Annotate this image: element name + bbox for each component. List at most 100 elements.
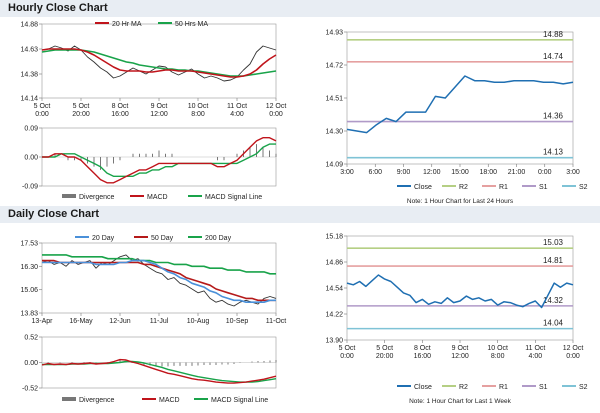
- daily-section-band: [0, 206, 600, 223]
- daily-price-xtick-label-1: 16-May: [69, 318, 93, 325]
- daily-price-frame: [41, 242, 277, 314]
- daily-pivot-xtick-label-3-b: 12:00: [451, 353, 469, 360]
- hourly-pivot-legend-label-0: Close: [414, 184, 432, 191]
- hourly-pivot-level-label-r1: 14.74: [543, 52, 564, 61]
- daily-pivot-xtick-label-6-a: 12 Oct: [563, 345, 584, 352]
- daily-price-ytick-label-2: 15.06: [20, 287, 38, 294]
- daily-pivot-xtick-label-4-b: 8:00: [491, 353, 505, 360]
- daily-macd-ytick-label-0: 0.52: [24, 335, 38, 342]
- daily-macd-legend-swatch-0: [62, 397, 76, 401]
- daily-price-xtick-label-0: 13-Apr: [31, 318, 53, 325]
- daily-price-xtick-label-2: 12-Jun: [109, 318, 131, 325]
- hourly-price-frame: [41, 23, 277, 99]
- hourly-pivot-legend-label-2: R1: [499, 184, 508, 191]
- hourly-price-ytick-label-0: 14.88: [20, 22, 38, 29]
- daily-price-ytick-label-1: 16.30: [20, 264, 38, 271]
- hourly-price-xtick-label-1-b: 20:00: [72, 111, 90, 118]
- daily-macd-legend-label-1: MACD: [159, 397, 180, 404]
- hourly-price-xtick-label-5-b: 4:00: [230, 111, 244, 118]
- hourly-section-band: [0, 0, 600, 17]
- daily-pivot-ytick-label-1: 14.86: [325, 260, 343, 267]
- hourly-price-xtick-label-2-a: 8 Oct: [112, 103, 129, 110]
- daily-price-xtick-label-4: 10-Aug: [187, 318, 210, 325]
- hourly-price-legend-label-1: 50 Hrs MA: [175, 21, 208, 28]
- hourly-price-ytick-label-3: 14.14: [20, 96, 38, 103]
- hourly-macd-line-macd: [42, 136, 277, 184]
- hourly-price-xtick-label-6-a: 12 Oct: [266, 103, 287, 110]
- daily-price-xtick-label-6: 11-Oct: [266, 318, 287, 325]
- hourly-macd-legend-label-0: Divergence: [79, 194, 115, 201]
- daily-price-ytick-label-3: 13.83: [20, 311, 38, 318]
- hourly-macd-legend-label-1: MACD: [147, 194, 168, 201]
- hourly-macd-legend-swatch-0: [62, 194, 76, 198]
- hourly-macd-ytick-label-0: 0.09: [24, 126, 38, 133]
- daily-pivot-legend-label-0: Close: [414, 384, 432, 391]
- hourly-pivot-legend-label-3: S1: [539, 184, 548, 191]
- hourly-pivot-frame: [346, 31, 574, 165]
- daily-pivot-xtick-label-1-b: 20:00: [376, 353, 394, 360]
- daily-pivot-legend-label-3: S1: [539, 384, 548, 391]
- daily-pivot-xtick-label-5-b: 4:00: [529, 353, 543, 360]
- hourly-pivot-line-close: [346, 75, 574, 134]
- hourly-pivot-note: Note: 1 Hour Chart for Last 24 Hours: [407, 198, 514, 205]
- hourly-price-xtick-label-5-a: 11 Oct: [227, 103, 247, 110]
- hourly-price-xtick-label-2-b: 16:00: [111, 111, 129, 118]
- daily-pivot-level-label-r1: 14.81: [543, 256, 564, 265]
- hourly-pivot-legend-label-4: S2: [579, 184, 588, 191]
- daily-pivot-xtick-label-2-b: 16:00: [414, 353, 432, 360]
- hourly-pivot-xtick-label-4: 15:00: [451, 169, 469, 176]
- daily-pivot-xtick-label-6-b: 0:00: [566, 353, 580, 360]
- daily-pivot-ytick-label-0: 15.18: [325, 234, 343, 241]
- daily-pivot-level-label-s1: 14.32: [543, 296, 564, 305]
- daily-pivot-xtick-label-1-a: 5 Oct: [376, 345, 393, 352]
- daily-pivot-legend-label-4: S2: [579, 384, 588, 391]
- daily-price-line-200-day: [42, 254, 276, 275]
- hourly-pivot-ytick-label-1: 14.72: [325, 63, 343, 70]
- hourly-pivot-level-label-s2: 14.13: [543, 148, 564, 157]
- daily-macd-legend-label-2: MACD Signal Line: [211, 397, 268, 404]
- daily-pivot-xtick-label-4-a: 10 Oct: [487, 345, 508, 352]
- hourly-price-ytick-label-2: 14.38: [20, 72, 38, 79]
- daily-pivot-legend-label-1: R2: [459, 384, 468, 391]
- hourly-pivot-level-label-r2: 14.88: [543, 30, 564, 39]
- daily-macd-legend-label-0: Divergence: [79, 397, 115, 404]
- daily-pivot-ytick-label-3: 14.22: [325, 312, 343, 319]
- daily-pivot-line-close: [346, 274, 574, 309]
- hourly-price-ytick-label-1: 14.63: [20, 47, 38, 54]
- hourly-pivot-ytick-label-2: 14.51: [325, 96, 343, 103]
- hourly-price-xtick-label-4-b: 8:00: [191, 111, 205, 118]
- daily-price-xtick-label-5: 10-Sep: [226, 318, 249, 325]
- daily-pivot-ytick-label-2: 14.54: [325, 286, 343, 293]
- daily-price-legend-label-2: 200 Day: [205, 235, 232, 242]
- daily-pivot-ytick-label-4: 13.90: [325, 338, 343, 345]
- daily-price-ytick-label-0: 17.53: [20, 241, 38, 248]
- hourly-price-xtick-label-6-b: 0:00: [269, 111, 283, 118]
- hourly-pivot-level-label-s1: 14.36: [543, 112, 564, 121]
- hourly-macd-ytick-label-1: 0.00: [24, 155, 38, 162]
- daily-pivot-legend-label-2: R1: [499, 384, 508, 391]
- hourly-pivot-xtick-label-2: 9:00: [397, 169, 411, 176]
- hourly-pivot-xtick-label-7: 0:00: [538, 169, 552, 176]
- hourly-pivot-xtick-label-8: 3:00: [566, 169, 580, 176]
- hourly-price-xtick-label-0-a: 5 Oct: [34, 103, 51, 110]
- daily-pivot-frame: [346, 235, 574, 341]
- hourly-price-line-50-hrs-ma: [41, 49, 277, 77]
- daily-price-legend-label-0: 20 Day: [92, 235, 115, 242]
- hourly-pivot-ytick-label-3: 14.30: [325, 129, 343, 136]
- hourly-macd-line-signal: [42, 143, 276, 178]
- hourly-price-xtick-label-3-a: 9 Oct: [151, 103, 168, 110]
- hourly-section-title: Hourly Close Chart: [8, 2, 108, 14]
- hourly-pivot-xtick-label-3: 12:00: [423, 169, 441, 176]
- daily-pivot-note: Note: 1 Hour Chart for Last 1 Week: [409, 398, 512, 405]
- hourly-pivot-legend-label-1: R2: [459, 184, 468, 191]
- hourly-pivot-xtick-label-1: 6:00: [368, 169, 382, 176]
- daily-pivot-xtick-label-5-a: 11 Oct: [525, 345, 545, 352]
- daily-price-xtick-label-3: 11-Jul: [150, 318, 169, 325]
- hourly-macd-legend-label-2: MACD Signal Line: [205, 194, 262, 201]
- daily-pivot-xtick-label-3-a: 9 Oct: [452, 345, 469, 352]
- hourly-price-xtick-label-3-b: 12:00: [150, 111, 168, 118]
- daily-macd-ytick-label-2: -0.52: [22, 386, 38, 393]
- hourly-pivot-ytick-label-0: 14.93: [325, 30, 343, 37]
- hourly-macd-ytick-label-2: -0.09: [22, 184, 38, 191]
